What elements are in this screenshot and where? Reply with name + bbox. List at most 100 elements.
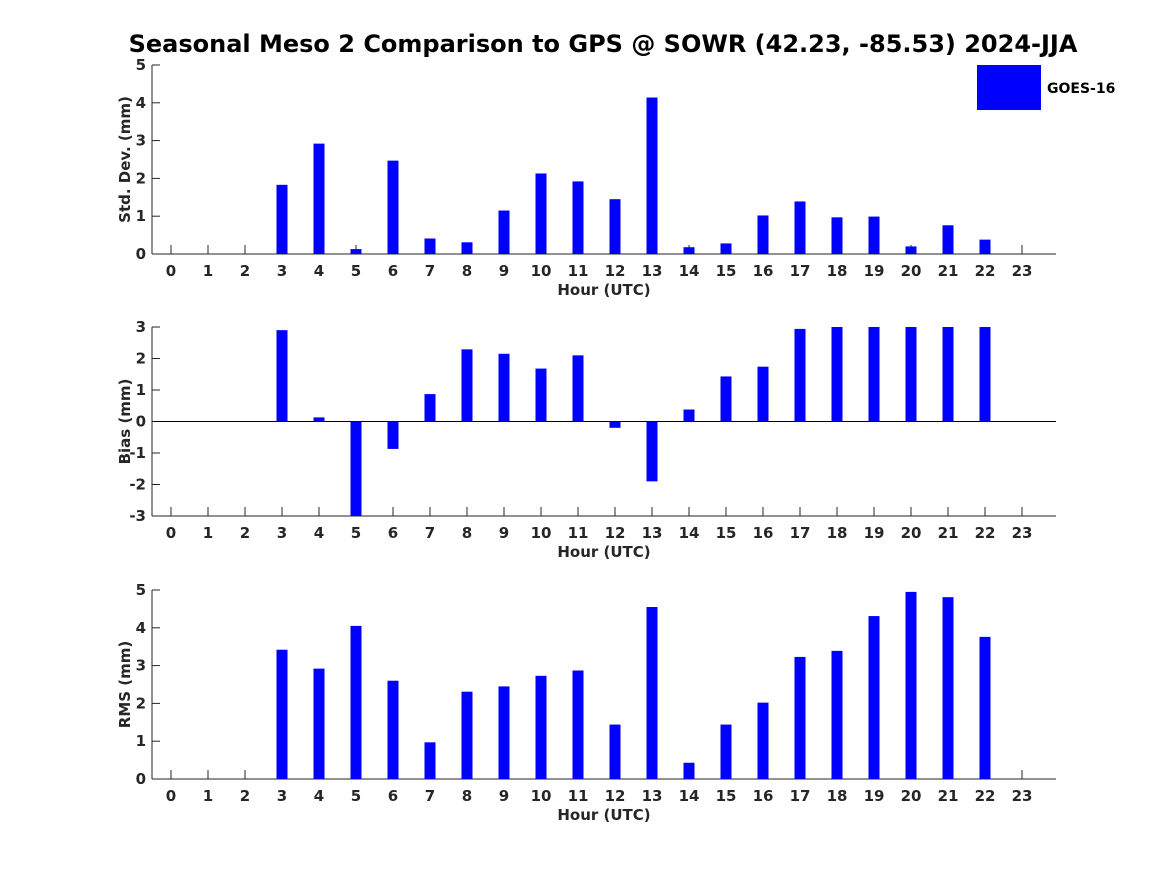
std-dev-ytick-label: 0 <box>136 245 146 263</box>
std-dev-xtick-label: 23 <box>1012 262 1033 280</box>
std-dev-xtick-label: 3 <box>277 262 287 280</box>
std-dev-xtick-label: 5 <box>351 262 361 280</box>
std-dev-bar-hour-9 <box>498 210 510 254</box>
bias-xtick-label: 13 <box>642 524 663 542</box>
rms-bar-hour-19 <box>868 616 880 779</box>
bias-y-label: Bias (mm) <box>116 379 134 465</box>
std-dev-bar-hour-18 <box>831 217 843 254</box>
rms-bar-hour-13 <box>646 607 658 779</box>
rms-bar-hour-9 <box>498 686 510 779</box>
std-dev-ytick-label: 3 <box>136 132 146 150</box>
bias-bar-hour-4 <box>313 417 325 422</box>
bias-bar-hour-3 <box>276 330 288 422</box>
rms-xtick-label: 19 <box>864 787 885 805</box>
rms-bar-hour-22 <box>979 636 991 779</box>
rms-xtick-label: 10 <box>531 787 552 805</box>
legend-swatch <box>977 65 1041 110</box>
rms-x-label: Hour (UTC) <box>557 806 650 824</box>
bias-xtick-label: 6 <box>388 524 398 542</box>
std-dev-xtick-label: 10 <box>531 262 552 280</box>
rms-xtick-label: 23 <box>1012 787 1033 805</box>
std-dev-bar-hour-15 <box>720 243 732 254</box>
chart-title: Seasonal Meso 2 Comparison to GPS @ SOWR… <box>129 30 1078 58</box>
std-dev-xtick-label: 15 <box>716 262 737 280</box>
bias-xtick-label: 10 <box>531 524 552 542</box>
std-dev-xtick-label: 8 <box>462 262 472 280</box>
bias-xtick-label: 22 <box>975 524 996 542</box>
rms-xtick-label: 18 <box>827 787 848 805</box>
rms-xtick-label: 1 <box>203 787 213 805</box>
rms-ytick-label: 2 <box>136 694 146 712</box>
std-dev-xtick-label: 21 <box>938 262 959 280</box>
bias-bar-hour-6 <box>387 421 399 449</box>
std-dev-y-label: Std. Dev. (mm) <box>116 96 134 223</box>
rms-xtick-label: 20 <box>901 787 922 805</box>
rms-bar-hour-20 <box>905 591 917 779</box>
bias-xtick-label: 15 <box>716 524 737 542</box>
rms-xtick-label: 3 <box>277 787 287 805</box>
rms-xtick-label: 12 <box>605 787 626 805</box>
std-dev-bar-hour-12 <box>609 199 621 254</box>
rms-ytick-label: 3 <box>136 657 146 675</box>
rms-xtick-label: 2 <box>240 787 250 805</box>
bias-bar-hour-17 <box>794 328 806 422</box>
bias-xtick-label: 12 <box>605 524 626 542</box>
rms-bar-hour-16 <box>757 702 769 779</box>
rms-bar-hour-18 <box>831 650 843 779</box>
rms-xtick-label: 21 <box>938 787 959 805</box>
bias-bar-hour-19 <box>868 327 880 422</box>
bias-ytick-label: 1 <box>136 381 146 399</box>
rms-ytick-label: 0 <box>136 770 146 788</box>
std-dev-xtick-label: 0 <box>166 262 176 280</box>
std-dev-bar-hour-5 <box>350 249 362 254</box>
std-dev-ytick-label: 2 <box>136 169 146 187</box>
std-dev-bar-hour-13 <box>646 97 658 255</box>
rms-ytick-label: 4 <box>136 619 146 637</box>
bias-xtick-label: 23 <box>1012 524 1033 542</box>
std-dev-xtick-label: 14 <box>679 262 700 280</box>
rms-bar-hour-4 <box>313 668 325 779</box>
bias-bar-hour-8 <box>461 349 473 422</box>
rms-bar-hour-21 <box>942 597 954 779</box>
bias-ytick-label: 3 <box>136 318 146 336</box>
bias-xtick-label: 21 <box>938 524 959 542</box>
rms-xtick-label: 4 <box>314 787 324 805</box>
rms-xtick-label: 8 <box>462 787 472 805</box>
rms-xtick-label: 16 <box>753 787 774 805</box>
std-dev-bar-hour-4 <box>313 143 325 254</box>
std-dev-xtick-label: 18 <box>827 262 848 280</box>
rms-bar-hour-7 <box>424 742 436 779</box>
std-dev-xtick-label: 7 <box>425 262 435 280</box>
std-dev-xtick-label: 2 <box>240 262 250 280</box>
std-dev-xtick-label: 22 <box>975 262 996 280</box>
std-dev-bar-hour-8 <box>461 242 473 254</box>
rms-bar-hour-3 <box>276 649 288 779</box>
bias-xtick-label: 16 <box>753 524 774 542</box>
std-dev-xtick-label: 6 <box>388 262 398 280</box>
rms-bar-hour-6 <box>387 680 399 779</box>
bias-x-label: Hour (UTC) <box>557 543 650 561</box>
rms-xtick-label: 6 <box>388 787 398 805</box>
bias-xtick-label: 3 <box>277 524 287 542</box>
rms-ytick-label: 5 <box>136 581 146 599</box>
rms-xtick-label: 15 <box>716 787 737 805</box>
std-dev-bar-hour-11 <box>572 181 584 254</box>
bias-xtick-label: 7 <box>425 524 435 542</box>
std-dev-bar-hour-19 <box>868 216 880 254</box>
bias-bar-hour-5 <box>350 421 362 516</box>
rms-y-label: RMS (mm) <box>116 641 134 728</box>
std-dev-bar-hour-6 <box>387 160 399 254</box>
std-dev-xtick-label: 20 <box>901 262 922 280</box>
std-dev-bar-hour-3 <box>276 184 288 254</box>
std-dev-xtick-label: 11 <box>568 262 589 280</box>
bias-bar-hour-15 <box>720 376 732 422</box>
rms-bar-hour-5 <box>350 625 362 779</box>
bias-xtick-label: 1 <box>203 524 213 542</box>
rms-bar-hour-10 <box>535 675 547 779</box>
std-dev-xtick-label: 4 <box>314 262 324 280</box>
std-dev-xtick-label: 1 <box>203 262 213 280</box>
bias-bar-hour-12 <box>609 421 621 428</box>
bias-xtick-label: 5 <box>351 524 361 542</box>
